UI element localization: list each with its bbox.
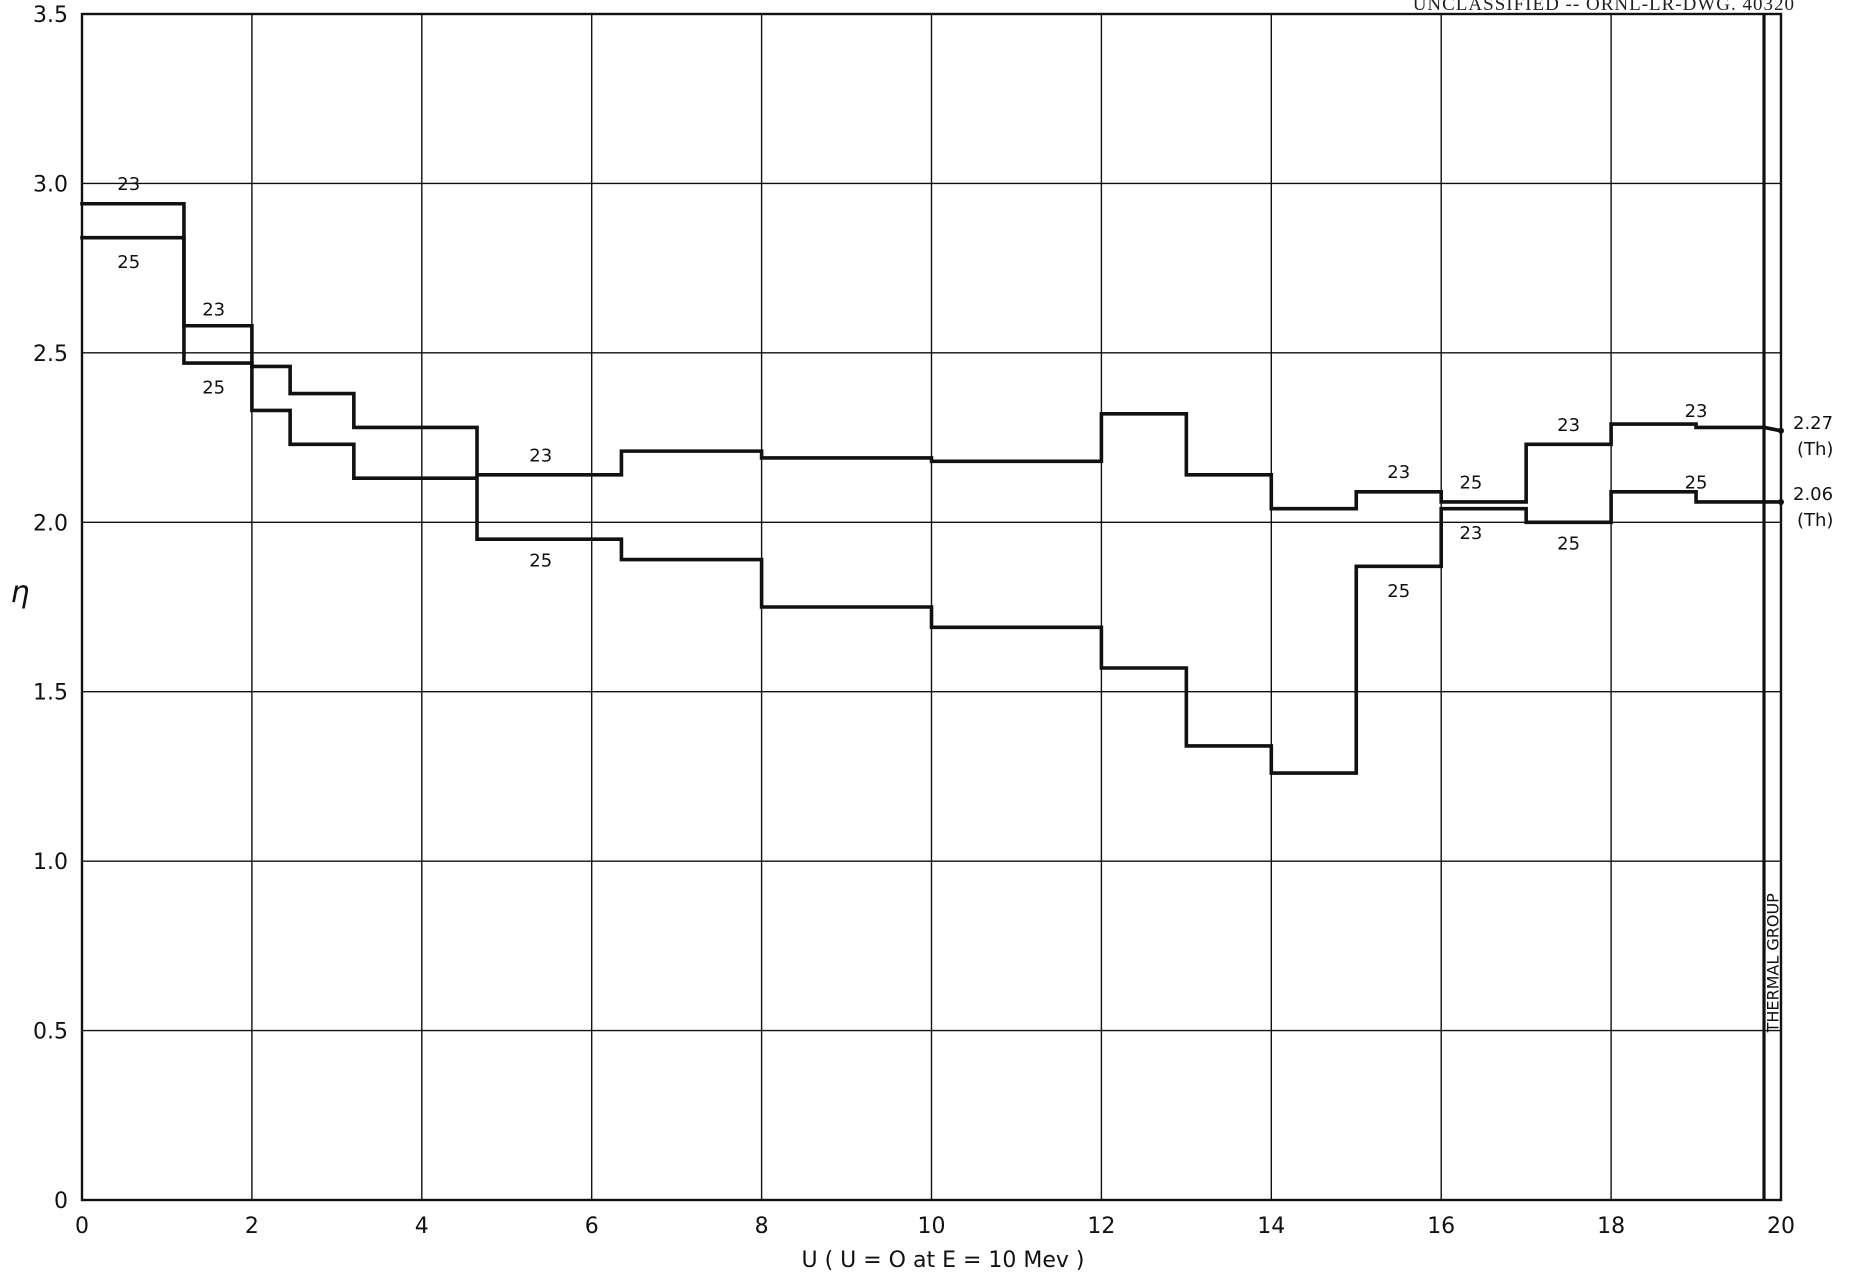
curve-label-23: 23 bbox=[1459, 523, 1482, 544]
thermal-value-23: 2.27 bbox=[1793, 413, 1833, 434]
x-tick-label: 4 bbox=[415, 1214, 429, 1239]
curve-label-25: 25 bbox=[529, 550, 552, 571]
y-tick-label: 3.5 bbox=[33, 3, 68, 28]
x-tick-label: 16 bbox=[1427, 1214, 1455, 1239]
thermal-point-25 bbox=[1778, 498, 1784, 505]
y-tick-label: 1.5 bbox=[33, 681, 68, 706]
x-tick-label: 6 bbox=[585, 1214, 599, 1239]
thermal-suffix-25: (Th) bbox=[1797, 510, 1833, 531]
curve-label-25: 25 bbox=[117, 252, 140, 273]
y-tick-label: 2.0 bbox=[33, 511, 68, 536]
x-tick-label: 10 bbox=[918, 1214, 946, 1239]
curve-label-23: 23 bbox=[1685, 401, 1708, 422]
y-tick-label: 0.5 bbox=[33, 1020, 68, 1045]
thermal-group-label: THERMAL GROUP bbox=[1764, 893, 1783, 1034]
curve-labels: 2.27 (Th) 2.06 (Th) 23 25 23 25 23 25 23 25 25 23 23 25… bbox=[117, 174, 1833, 602]
y-tick-label: 3.0 bbox=[33, 172, 68, 197]
grid-lines bbox=[80, 12, 1783, 1202]
x-tick-label: 18 bbox=[1597, 1214, 1625, 1239]
curve-label-25: 25 bbox=[1387, 581, 1410, 602]
header-drawing-number: UNCLASSIFIED -- ORNL-LR-DWG. 40320 bbox=[1413, 0, 1795, 15]
tick-labels: 0 2 4 6 8 10 12 14 16 18 20 0 0.5 1.0 1.5 2.0 2.5 3.0 3.5 bbox=[33, 3, 1795, 1239]
y-tick-label: 2.5 bbox=[33, 342, 68, 367]
curve-label-23: 23 bbox=[1387, 462, 1410, 483]
y-tick-label: 1.0 bbox=[33, 850, 68, 875]
curve-label-23: 23 bbox=[1557, 415, 1580, 436]
plot-frame bbox=[80, 12, 1783, 1202]
x-tick-label: 0 bbox=[75, 1214, 89, 1239]
thermal-value-25: 2.06 bbox=[1793, 484, 1833, 505]
x-tick-label: 12 bbox=[1087, 1214, 1115, 1239]
curve-label-25: 25 bbox=[1557, 533, 1580, 554]
curve-label-25: 25 bbox=[202, 378, 225, 399]
series-lines bbox=[80, 201, 1784, 775]
curve-label-25: 25 bbox=[1685, 472, 1708, 493]
y-axis-label: η bbox=[10, 575, 29, 610]
curve-label-23: 23 bbox=[529, 445, 552, 466]
thermal-suffix-23: (Th) bbox=[1797, 439, 1833, 460]
x-axis-label: U ( U = O at E = 10 Mev ) bbox=[801, 1248, 1084, 1273]
thermal-point-23 bbox=[1778, 427, 1784, 434]
x-tick-label: 8 bbox=[755, 1214, 769, 1239]
thermal-group-band: THERMAL GROUP bbox=[1762, 14, 1783, 1200]
x-tick-label: 14 bbox=[1257, 1214, 1285, 1239]
curve-label-25: 25 bbox=[1459, 472, 1482, 493]
curve-label-23: 23 bbox=[117, 174, 140, 195]
curve-label-23: 23 bbox=[202, 300, 225, 321]
x-tick-label: 2 bbox=[245, 1214, 259, 1239]
y-tick-label: 0 bbox=[54, 1189, 68, 1214]
x-tick-label: 20 bbox=[1767, 1214, 1795, 1239]
